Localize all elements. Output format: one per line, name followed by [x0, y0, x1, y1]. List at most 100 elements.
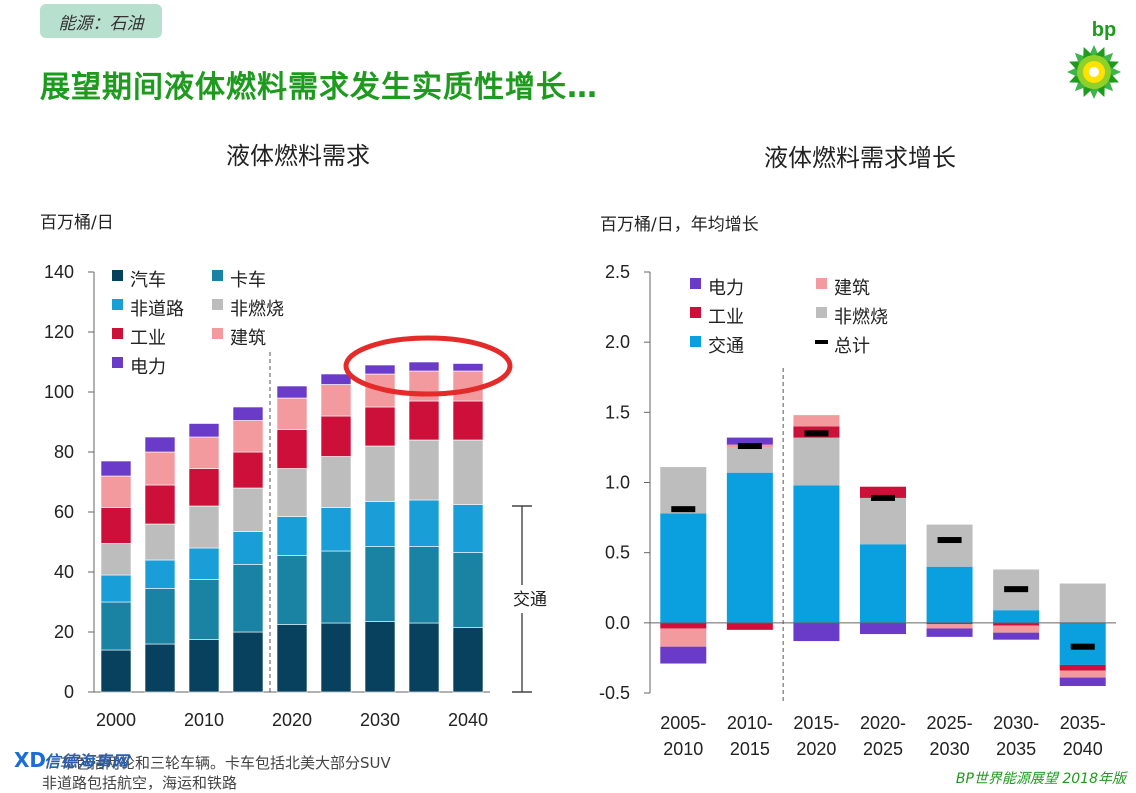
left-x-tick-label: 2040	[448, 710, 488, 730]
right-y-tick-label: 2.5	[605, 262, 630, 282]
right-chart-unit: 百万桶/日，年均增长	[600, 215, 759, 235]
left-bar-segment	[320, 550, 352, 624]
left-bar-segment	[100, 574, 132, 603]
footnote-line2: 非道路包括航空，海运和铁路	[42, 774, 238, 792]
left-legend-swatch	[112, 328, 123, 339]
right-x-tick-label: 2035	[996, 739, 1036, 759]
left-bar-segment	[232, 631, 264, 693]
right-y-tick-label: 0.0	[605, 613, 630, 633]
transport-label-bg	[508, 585, 550, 613]
right-legend-label: 工业	[708, 307, 744, 327]
bp-wordmark: bp	[1092, 19, 1116, 41]
section-tag: 能源：石油	[40, 4, 162, 38]
left-x-tick-label: 2010	[184, 710, 224, 730]
right-legend-label: 交通	[708, 336, 744, 356]
right-legend-swatch	[690, 278, 701, 289]
footnote-line1: 车包括两轮和三轮车辆。卡车包括北美大部分SUV	[60, 754, 391, 772]
left-bar-segment	[276, 429, 308, 469]
right-bar-segment	[793, 485, 840, 623]
left-bar-segment	[100, 543, 132, 576]
total-marker	[671, 506, 696, 513]
source-label: BP世界能源展望 2018年版	[955, 771, 1126, 787]
right-bar-segment	[1059, 664, 1106, 671]
left-bar-segment	[144, 588, 176, 645]
right-bar-segment	[860, 486, 906, 498]
right-bar-segment	[1059, 677, 1106, 686]
right-bar-segment	[660, 467, 707, 514]
left-y-tick-label: 120	[44, 322, 74, 342]
left-bar-segment	[232, 451, 264, 489]
left-y-tick-label: 0	[64, 682, 74, 702]
left-bar-segment	[188, 639, 220, 693]
left-bar-segment	[276, 385, 308, 399]
left-bar-segment	[364, 621, 396, 693]
right-legend-label: 非燃烧	[834, 307, 888, 327]
right-bar-segment	[926, 624, 973, 629]
right-bar-segment	[860, 622, 906, 635]
right-x-tick-label: 2010	[663, 739, 703, 759]
left-x-tick-label: 2020	[272, 710, 312, 730]
total-marker	[737, 443, 762, 450]
left-bar-segment	[364, 546, 396, 622]
left-legend-label: 电力	[130, 357, 166, 377]
transport-annotation: 交通	[513, 590, 547, 609]
right-x-tick-label: 2030	[930, 739, 970, 759]
left-bar-segment	[188, 436, 220, 469]
right-bar-segment	[660, 513, 707, 623]
right-legend-swatch	[816, 278, 827, 289]
left-legend-label: 非燃烧	[230, 299, 284, 319]
right-bar-segment	[926, 628, 973, 637]
bp-logo-icon: bp	[1067, 19, 1121, 99]
left-bar-segment	[364, 364, 396, 375]
right-legend-label: 电力	[708, 278, 744, 298]
left-legend-swatch	[112, 270, 123, 281]
right-bar-segment	[793, 622, 840, 642]
right-x-tick-label: 2010-	[727, 713, 773, 733]
right-legend-dash	[815, 340, 828, 344]
right-x-tick-label: 2015	[730, 739, 770, 759]
watermark-text: 信德海事网	[44, 752, 130, 771]
highlight-ellipse	[343, 335, 513, 397]
left-y-tick-label: 20	[54, 622, 74, 642]
left-bar-segment	[144, 643, 176, 693]
left-bar-segment	[188, 547, 220, 580]
left-legend-label: 汽车	[130, 270, 166, 290]
left-bar-segment	[100, 475, 132, 508]
right-bar-segment	[660, 622, 707, 629]
right-bar-segment	[726, 472, 773, 623]
left-bar-segment	[408, 499, 440, 547]
left-legend-swatch	[212, 328, 223, 339]
right-bar-segment	[993, 625, 1040, 633]
right-bar-segment	[926, 622, 973, 625]
left-legend-swatch	[212, 270, 223, 281]
left-chart-unit: 百万桶/日	[40, 213, 114, 233]
left-bar-segment	[320, 622, 352, 693]
left-bar-segment	[100, 460, 132, 477]
right-x-tick-label: 2035-	[1060, 713, 1106, 733]
right-bar-segment	[660, 646, 707, 664]
right-x-tick-label: 2025	[863, 739, 903, 759]
left-bar-segment	[408, 439, 440, 501]
left-x-tick-label: 2000	[96, 710, 136, 730]
right-bar-segment	[993, 610, 1040, 623]
logo-petal	[1074, 77, 1089, 92]
left-bar-segment	[232, 531, 264, 565]
left-y-tick-label: 100	[44, 382, 74, 402]
left-x-tick-label: 2030	[360, 710, 400, 730]
total-marker	[804, 430, 829, 437]
left-bar-segment	[452, 627, 484, 693]
left-bar-segment	[408, 361, 440, 372]
left-chart-title: 液体燃料需求	[226, 142, 370, 170]
left-y-tick-label: 60	[54, 502, 74, 522]
right-bar-segment	[660, 628, 707, 647]
left-bar-segment	[276, 516, 308, 556]
logo-petal	[1099, 52, 1114, 67]
right-legend-swatch	[690, 336, 701, 347]
left-legend-label: 卡车	[230, 270, 266, 290]
left-y-tick-label: 40	[54, 562, 74, 582]
right-y-tick-label: 1.5	[605, 402, 630, 422]
left-bar-segment	[364, 501, 396, 547]
logo-petal	[1074, 52, 1089, 67]
right-x-tick-label: 2005-	[660, 713, 706, 733]
